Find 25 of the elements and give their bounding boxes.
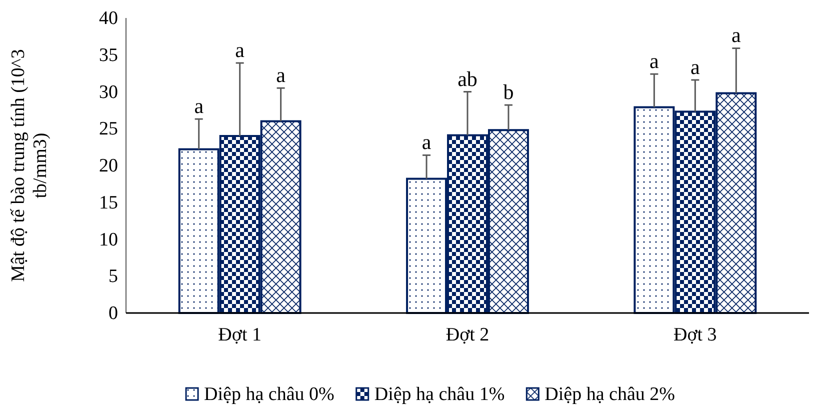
y-tick-label: 10 [99, 229, 118, 250]
x-tick-label: Đợt 2 [446, 324, 490, 346]
annotation: a [194, 94, 204, 118]
y-tick-label: 0 [108, 303, 118, 324]
annotation: a [650, 49, 660, 74]
y-tick-label: 40 [99, 8, 118, 30]
y-tick-label: 20 [99, 156, 118, 177]
y-tick-label: 15 [99, 192, 118, 214]
annotation: a [276, 63, 286, 88]
legend-label: Diệp hạ châu 1% [374, 384, 505, 405]
y-tick-label: 30 [99, 82, 118, 103]
x-tick-label: Đợt 1 [218, 324, 262, 346]
legend-label: Diệp hạ châu 0% [204, 384, 335, 405]
annotation: a [235, 38, 246, 62]
y-tick-label: 25 [99, 118, 118, 140]
y-tick-label: 35 [99, 44, 118, 66]
annotation: a [422, 130, 432, 154]
legend-label: Diệp hạ châu 2% [544, 384, 676, 405]
annotation: ab [458, 66, 478, 91]
annotation: a [731, 23, 742, 48]
y-axis-title: Mật độ tế bào trung tính (10^3 tb/mm3) [8, 49, 51, 282]
y-tick-label: 5 [108, 266, 118, 288]
annotation: b [503, 80, 514, 104]
x-tick-label: Đợt 3 [674, 324, 717, 346]
annotation: a [690, 54, 701, 79]
